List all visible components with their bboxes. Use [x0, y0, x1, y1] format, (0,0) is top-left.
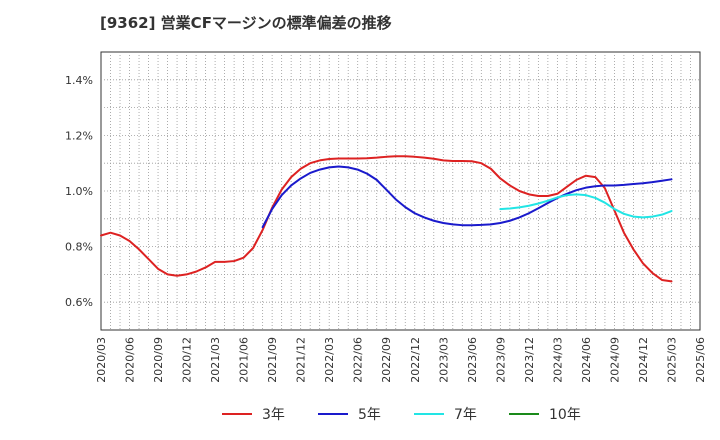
x-tick-label: 2021/09	[266, 337, 279, 383]
y-tick-label: 0.8%	[65, 241, 93, 254]
x-tick-label: 2024/06	[580, 337, 593, 383]
legend-label-1: 5年	[358, 407, 381, 423]
x-tick-label: 2021/03	[209, 337, 222, 383]
y-tick-label: 1.4%	[65, 74, 93, 87]
x-tick-label: 2021/12	[295, 337, 308, 383]
series-line-2	[499, 193, 673, 219]
y-tick-label: 1.2%	[65, 129, 93, 142]
x-tick-label: 2023/12	[523, 337, 536, 383]
x-tick-label: 2025/03	[665, 337, 678, 383]
x-tick-label: 2023/03	[437, 337, 450, 383]
x-tick-label: 2022/06	[352, 337, 365, 383]
x-tick-label: 2023/09	[494, 337, 507, 383]
legend-label-2: 7年	[454, 407, 477, 423]
series-line-0	[100, 155, 673, 283]
x-tick-label: 2022/12	[409, 337, 422, 383]
x-tick-label: 2022/03	[323, 337, 336, 383]
x-tick-label: 2020/09	[152, 337, 165, 383]
x-tick-label: 2022/09	[380, 337, 393, 383]
x-tick-label: 2024/09	[608, 337, 621, 383]
y-tick-label: 1.0%	[65, 185, 93, 198]
x-tick-label: 2020/06	[124, 337, 137, 383]
x-tick-label: 2024/12	[637, 337, 650, 383]
plot-area	[100, 51, 701, 331]
legend-label-0: 3年	[262, 407, 285, 423]
x-tick-label: 2024/03	[551, 337, 564, 383]
x-tick-label: 2021/06	[238, 337, 251, 383]
series-line-1	[261, 165, 673, 229]
x-tick-label: 2020/03	[95, 337, 108, 383]
x-tick-label: 2020/12	[181, 337, 194, 383]
legend-label-3: 10年	[549, 407, 581, 423]
x-tick-label: 2023/06	[466, 337, 479, 383]
chart-title: [9362] 営業CFマージンの標準偏差の推移	[100, 14, 392, 32]
y-tick-label: 0.6%	[65, 296, 93, 309]
x-tick-label: 2025/06	[694, 337, 707, 383]
